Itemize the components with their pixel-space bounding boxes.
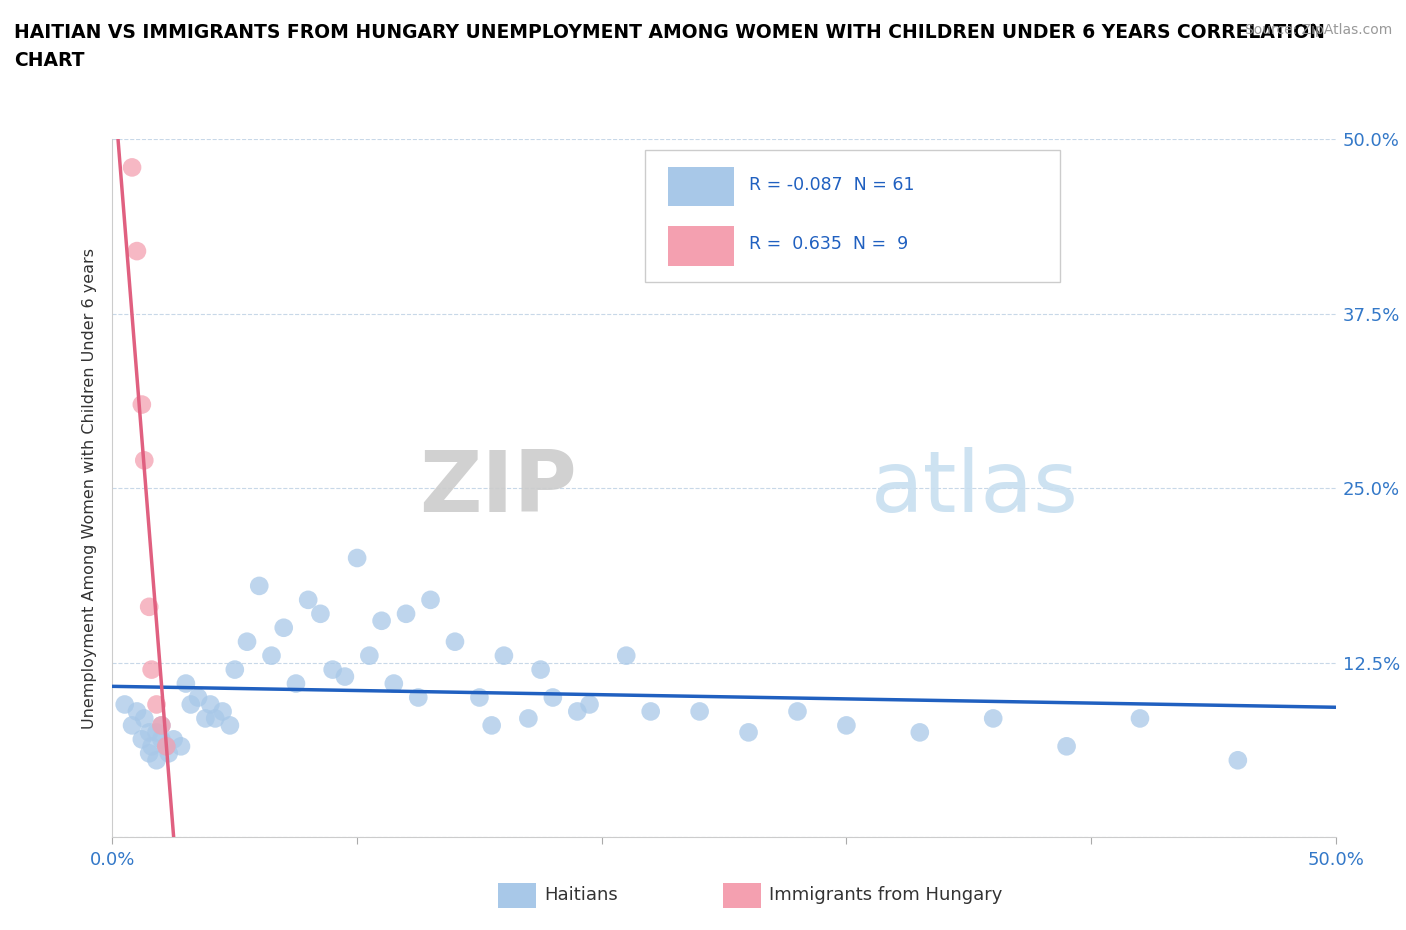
- Text: atlas: atlas: [870, 446, 1078, 530]
- Point: [194, 711, 217, 725]
- Point: [131, 732, 153, 747]
- Point: [578, 698, 600, 712]
- Point: [219, 718, 242, 733]
- Text: Immigrants from Hungary: Immigrants from Hungary: [769, 886, 1002, 904]
- Point: [468, 690, 491, 705]
- Point: [138, 746, 160, 761]
- Point: [689, 704, 711, 719]
- Point: [200, 698, 222, 712]
- Point: [419, 592, 441, 607]
- Point: [908, 725, 931, 740]
- Point: [174, 676, 197, 691]
- Point: [567, 704, 589, 719]
- Point: [284, 676, 308, 691]
- Point: [309, 606, 332, 621]
- Point: [786, 704, 808, 719]
- Point: [150, 732, 173, 747]
- Point: [835, 718, 858, 733]
- Point: [145, 753, 167, 768]
- Point: [134, 453, 156, 468]
- Point: [346, 551, 368, 565]
- Point: [297, 592, 319, 607]
- Point: [370, 614, 392, 629]
- Point: [492, 648, 515, 663]
- Point: [359, 648, 381, 663]
- Point: [260, 648, 283, 663]
- Point: [180, 698, 202, 712]
- Point: [481, 718, 503, 733]
- Point: [1129, 711, 1152, 725]
- FancyBboxPatch shape: [644, 150, 1060, 283]
- Point: [1056, 738, 1078, 753]
- Point: [131, 397, 153, 412]
- Text: Haitians: Haitians: [544, 886, 617, 904]
- Point: [236, 634, 259, 649]
- Text: ZIP: ZIP: [419, 446, 578, 530]
- Point: [114, 698, 136, 712]
- FancyBboxPatch shape: [668, 166, 734, 206]
- FancyBboxPatch shape: [668, 226, 734, 266]
- Point: [529, 662, 551, 677]
- Point: [134, 711, 156, 725]
- Point: [395, 606, 418, 621]
- Point: [517, 711, 540, 725]
- Point: [141, 738, 163, 753]
- Text: R = -0.087  N = 61: R = -0.087 N = 61: [748, 176, 914, 193]
- Point: [224, 662, 246, 677]
- Point: [170, 738, 193, 753]
- Point: [541, 690, 564, 705]
- Point: [145, 698, 167, 712]
- Point: [138, 600, 160, 615]
- Point: [157, 746, 180, 761]
- Point: [333, 670, 356, 684]
- Point: [125, 704, 148, 719]
- Point: [444, 634, 467, 649]
- Point: [737, 725, 759, 740]
- Point: [187, 690, 209, 705]
- Point: [247, 578, 270, 593]
- Point: [163, 732, 186, 747]
- Point: [1226, 753, 1249, 768]
- Point: [640, 704, 662, 719]
- Point: [155, 738, 177, 753]
- Point: [211, 704, 233, 719]
- Point: [145, 725, 167, 740]
- Text: HAITIAN VS IMMIGRANTS FROM HUNGARY UNEMPLOYMENT AMONG WOMEN WITH CHILDREN UNDER : HAITIAN VS IMMIGRANTS FROM HUNGARY UNEMP…: [14, 23, 1324, 42]
- Point: [141, 662, 163, 677]
- Y-axis label: Unemployment Among Women with Children Under 6 years: Unemployment Among Women with Children U…: [82, 247, 97, 729]
- Point: [981, 711, 1004, 725]
- Point: [155, 738, 177, 753]
- Point: [614, 648, 637, 663]
- Text: R =  0.635  N =  9: R = 0.635 N = 9: [748, 235, 908, 253]
- Point: [121, 160, 143, 175]
- Point: [322, 662, 344, 677]
- Point: [273, 620, 295, 635]
- Point: [408, 690, 430, 705]
- Text: Source: ZipAtlas.com: Source: ZipAtlas.com: [1244, 23, 1392, 37]
- Point: [138, 725, 160, 740]
- Point: [150, 718, 173, 733]
- Point: [204, 711, 226, 725]
- Point: [150, 718, 173, 733]
- Point: [125, 244, 148, 259]
- Point: [121, 718, 143, 733]
- Text: CHART: CHART: [14, 51, 84, 70]
- Point: [382, 676, 405, 691]
